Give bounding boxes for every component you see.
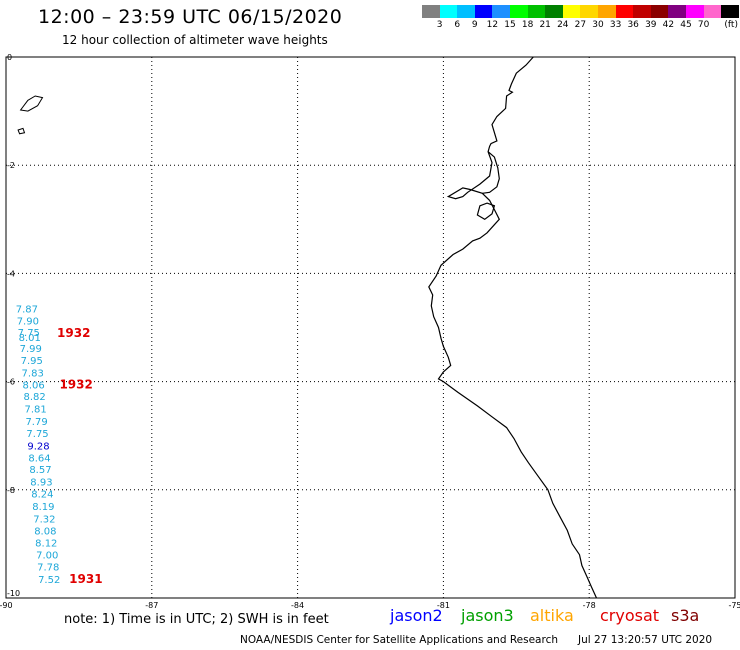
lon-tick-label: -84 xyxy=(291,601,304,610)
scale-swatch xyxy=(545,5,563,18)
satellite-legend-cryosat: cryosat xyxy=(600,606,660,625)
wave-height-value: 8.93 xyxy=(30,478,52,489)
scale-label: 33 xyxy=(609,20,622,30)
wave-height-value: 8.24 xyxy=(31,490,53,501)
scale-swatch xyxy=(562,5,581,18)
lon-tick-label: -90 xyxy=(0,601,13,610)
wave-height-value: 8.57 xyxy=(29,465,51,476)
axis-ticks: -90 -87 -84 -81 -78 -75 0 -2 -4 -6 -8 -10 xyxy=(0,53,740,610)
wave-height-value: 7.78 xyxy=(37,563,59,574)
color-scale-labels: 3 6 9 12 15 18 21 24 27 30 33 36 39 42 45 70 (ft) xyxy=(422,18,739,30)
wave-height-value: 7.32 xyxy=(33,514,55,525)
wave-height-value: 7.83 xyxy=(22,368,44,379)
timestamp-text: Jul 27 13:20:57 UTC 2020 xyxy=(578,634,713,646)
credit-text: NOAA/NESDIS Center for Satellite Applica… xyxy=(240,634,558,646)
wave-height-value: 7.81 xyxy=(24,405,46,416)
lat-tick-label: -6 xyxy=(7,378,15,387)
coastline-gulf xyxy=(482,151,500,194)
lat-tick-label: -4 xyxy=(7,269,15,278)
wave-height-value: 8.01 xyxy=(19,333,41,344)
wave-height-value: 8.82 xyxy=(23,392,45,403)
satellite-legend-jason3: jason3 xyxy=(461,606,514,625)
scale-swatch xyxy=(580,5,598,18)
pass-time-label: 1932 xyxy=(57,326,90,340)
scale-swatch xyxy=(615,5,634,18)
wave-height-value: 7.99 xyxy=(20,344,42,355)
wave-height-value: 7.75 xyxy=(18,328,40,339)
wave-height-value: 7.95 xyxy=(21,356,43,367)
scale-unit: (ft) xyxy=(724,20,738,30)
scale-swatch xyxy=(668,5,686,18)
scale-label: 9 xyxy=(471,20,478,30)
pass-labels: 1932 1932 1931 xyxy=(57,326,103,586)
scale-label: 45 xyxy=(680,20,692,30)
scale-swatch xyxy=(650,5,669,18)
map-subtitle: 12 hour collection of altimeter wave hei… xyxy=(62,33,328,47)
island-galapagos-large xyxy=(19,95,44,112)
wave-height-observations: 7.877.907.758.017.997.957.838.068.827.81… xyxy=(16,305,61,587)
scale-label: 27 xyxy=(574,20,587,30)
scale-label: 21 xyxy=(539,20,551,30)
scale-label: 3 xyxy=(436,20,443,30)
scale-label: 18 xyxy=(521,20,534,30)
scale-label: 42 xyxy=(662,20,675,30)
scale-swatch xyxy=(633,5,651,18)
scale-swatch xyxy=(527,5,546,18)
island-coast xyxy=(476,202,496,221)
scale-swatch xyxy=(685,5,704,18)
satellite-legend-altika: altika xyxy=(530,606,574,625)
scale-swatch xyxy=(422,5,440,18)
lat-tick-label: -2 xyxy=(7,161,15,170)
wave-height-value: 7.52 xyxy=(38,575,60,586)
scale-swatch xyxy=(474,5,493,18)
scale-label: 36 xyxy=(627,20,639,30)
pass-time-label: 1931 xyxy=(69,572,102,586)
lat-tick-label: -10 xyxy=(7,589,20,598)
scale-swatch xyxy=(597,5,616,18)
wave-height-value: 7.79 xyxy=(25,417,47,428)
wave-height-value: 8.12 xyxy=(35,538,57,549)
scale-swatch xyxy=(439,5,458,18)
coastline xyxy=(17,56,598,599)
wave-height-value: 7.87 xyxy=(16,305,38,316)
lon-tick-label: -78 xyxy=(583,601,596,610)
scale-swatch xyxy=(721,5,739,18)
pass-time-label: 1932 xyxy=(59,377,92,391)
coastline-mainland xyxy=(428,56,598,599)
wave-height-value: 7.75 xyxy=(26,429,48,440)
lon-tick-label: -75 xyxy=(728,601,740,610)
scale-label: 12 xyxy=(486,20,499,30)
lon-tick-label: -81 xyxy=(437,601,450,610)
color-scale-legend: 3 6 9 12 15 18 21 24 27 30 33 36 39 42 45 70 (ft) xyxy=(422,5,739,30)
map-gridlines xyxy=(6,57,735,598)
scale-swatch xyxy=(509,5,528,18)
footer-note: note: 1) Time is in UTC; 2) SWH is in fe… xyxy=(64,612,329,627)
scale-label: 70 xyxy=(697,20,710,30)
satellite-legend-s3a: s3a xyxy=(671,606,700,625)
lat-tick-label: 0 xyxy=(7,53,12,62)
scale-label: 15 xyxy=(504,20,516,30)
wave-height-value: 8.06 xyxy=(23,380,45,391)
scale-label: 24 xyxy=(557,20,569,30)
island-galapagos-small xyxy=(17,127,26,135)
scale-swatch xyxy=(457,5,475,18)
scale-label: 6 xyxy=(454,20,461,30)
scale-swatch xyxy=(703,5,722,18)
wave-height-value: 7.00 xyxy=(36,551,58,562)
lat-tick-label: -8 xyxy=(7,486,15,495)
lon-tick-label: -87 xyxy=(145,601,158,610)
wave-height-value: 8.64 xyxy=(28,453,50,464)
wave-height-value: 8.08 xyxy=(34,526,56,537)
scale-label: 39 xyxy=(645,20,657,30)
wave-height-value: 8.19 xyxy=(32,502,54,513)
wave-height-value: 9.28 xyxy=(27,441,49,452)
map-frame xyxy=(5,56,736,599)
map-title: 12:00 – 23:59 UTC 06/15/2020 xyxy=(38,6,343,28)
satellite-legend-jason2: jason2 xyxy=(390,606,443,625)
scale-label: 30 xyxy=(592,20,604,30)
color-scale-swatches xyxy=(422,5,739,18)
wave-height-value: 7.90 xyxy=(17,316,39,327)
scale-swatch xyxy=(492,5,510,18)
